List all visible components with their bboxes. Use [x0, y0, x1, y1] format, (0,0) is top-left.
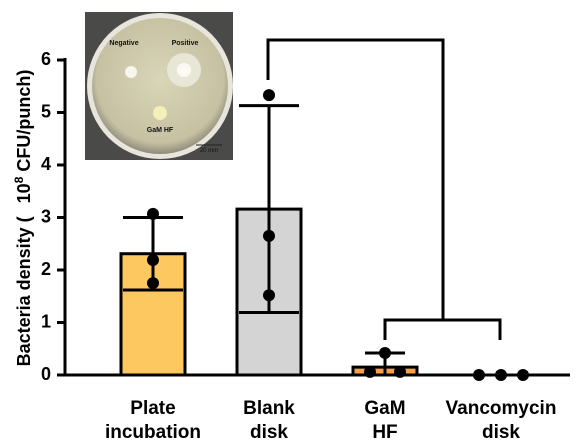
y-tick-label: 3 [41, 206, 51, 226]
y-title-part: CFU/punch) [14, 70, 34, 172]
y-tick-label: 5 [41, 101, 51, 121]
well [153, 106, 167, 120]
y-tick-label: 1 [41, 311, 51, 331]
data-point [147, 208, 159, 220]
inset-label: 20 mm [200, 148, 218, 154]
chart: Negative Positive GaM HF 20 mm Bacteria … [0, 0, 577, 442]
y-tick-label: 4 [41, 154, 51, 174]
data-point [379, 347, 391, 359]
well [177, 63, 191, 77]
y-title-part: 8 [12, 176, 26, 183]
data-point [263, 230, 275, 242]
inset-photo: Negative Positive GaM HF 20 mm [85, 12, 233, 160]
page: {"chart_data": { "type": "bar", "ylabel_… [0, 0, 577, 442]
y-title-part: 10 [14, 183, 34, 203]
y-title-part: Bacteria density ( [14, 216, 34, 366]
y-axis-title: Bacteria density ( 108 CFU/punch) [7, 70, 34, 367]
inset-label: Negative [109, 40, 138, 47]
data-point [147, 254, 159, 266]
bracket [385, 320, 500, 340]
inset-label: GaM HF [147, 127, 174, 134]
y-tick-label: 6 [41, 49, 51, 69]
y-tick-label: 0 [41, 364, 51, 384]
well [125, 66, 137, 78]
data-point [263, 89, 275, 101]
y-tick-label: 2 [41, 259, 51, 279]
data-point [263, 289, 275, 301]
inset-label: Positive [172, 40, 199, 47]
significance-brackets [268, 40, 500, 340]
data-point [147, 277, 159, 289]
